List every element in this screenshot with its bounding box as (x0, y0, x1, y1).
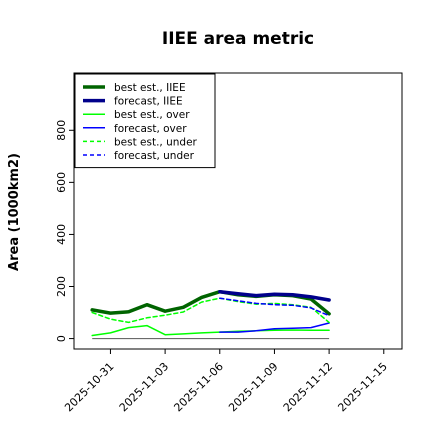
legend-entry-label: forecast, IIEE (114, 96, 183, 108)
x-tick-label: 2025-11-09 (226, 360, 280, 414)
x-tick-label: 2025-11-03 (117, 360, 171, 414)
y-tick-label: 400 (55, 224, 68, 245)
series-layer (90, 289, 331, 340)
x-tick-label: 2025-11-15 (335, 360, 389, 414)
y-tick-label: 600 (55, 172, 68, 193)
y-tick-label: 0 (55, 335, 68, 342)
legend-entry-label: best est., over (114, 109, 190, 121)
x-tick-label: 2025-11-12 (281, 360, 335, 414)
legend-entry-label: best est., under (114, 136, 198, 148)
legend-entry-label: forecast, under (114, 150, 195, 162)
series-line (219, 322, 330, 333)
legend-entry-label: forecast, over (114, 123, 187, 135)
series-line (219, 297, 330, 317)
y-tick-label: 800 (55, 120, 68, 141)
x-tick-label: 2025-11-06 (171, 360, 225, 414)
y-axis-label: Area (1000km2) (7, 153, 22, 271)
plot-area-frame (73, 72, 403, 350)
legend-box (74, 73, 216, 169)
chart-title: IIEE area metric (162, 29, 314, 49)
series-line (91, 324, 330, 337)
series-line (218, 289, 331, 302)
y-tick-label: 200 (55, 276, 68, 297)
legend-entry-label: best est., IIEE (114, 82, 186, 94)
x-tick-label: 2025-10-31 (62, 360, 116, 414)
